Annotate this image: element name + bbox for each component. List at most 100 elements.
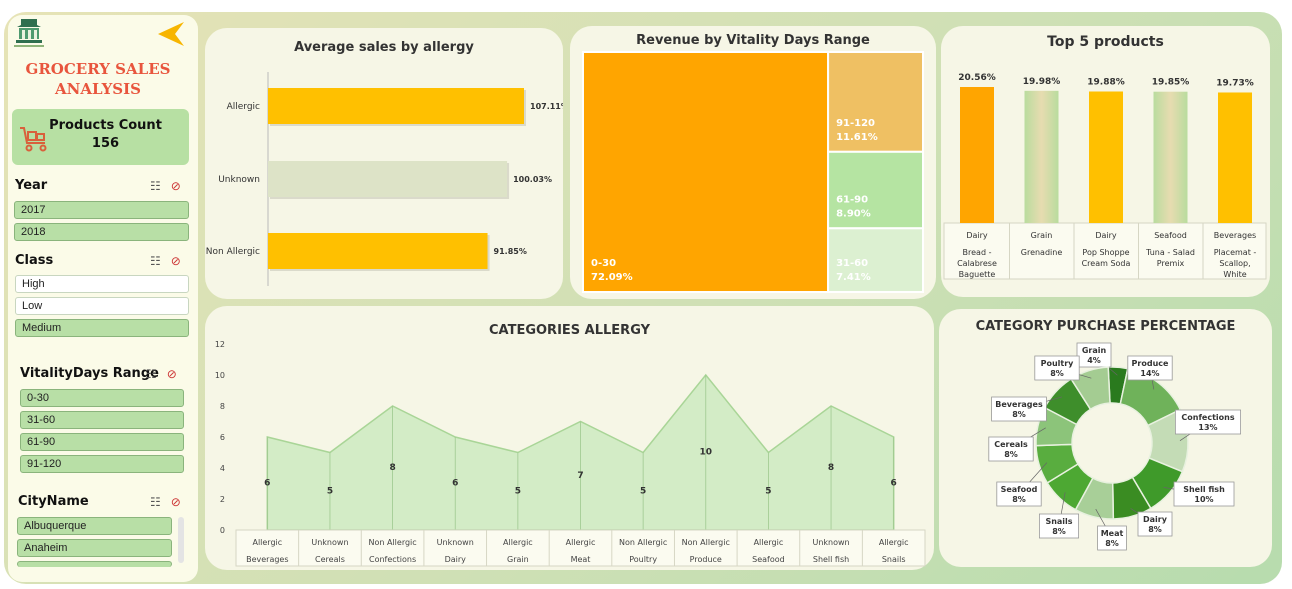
product-bar — [1024, 90, 1059, 223]
tile-label: 91-120 — [836, 118, 875, 129]
y-tick-label: 12 — [215, 340, 225, 349]
clear-filter-icon[interactable]: ⊘ — [170, 495, 191, 509]
y-tick-label: 4 — [220, 464, 225, 473]
slicer-item-city-anaheim[interactable]: Anaheim — [17, 539, 172, 557]
data-label: 6 — [452, 479, 458, 489]
x-main-label: Meat — [571, 555, 591, 564]
callout-box — [988, 436, 1034, 462]
multi-select-icon[interactable]: ☷ — [150, 495, 171, 509]
data-label: 5 — [765, 486, 771, 496]
x-main-label: Poultry — [629, 555, 657, 564]
vitality-slicer-label: VitalityDays Range — [20, 366, 159, 381]
slicer-item-class-low[interactable]: Low — [15, 297, 189, 315]
product-bar — [1153, 91, 1188, 223]
slicer-item-year-2018[interactable]: 2018 — [14, 223, 189, 241]
category-label: Non Allergic — [206, 247, 260, 257]
callout-box — [996, 481, 1042, 507]
slicer-item-class-high[interactable]: High — [15, 275, 189, 293]
slicer-item-class-medium[interactable]: Medium — [15, 319, 189, 337]
treemap-tile-0-30 — [582, 51, 830, 293]
year-slicer-icons: ☷⊘ — [150, 179, 191, 193]
slice-name: Snails — [1045, 517, 1072, 526]
data-label: 91.85% — [494, 247, 527, 256]
data-label: 6 — [264, 479, 270, 489]
cart-icon — [20, 127, 47, 152]
x-sub-label: Non Allergic — [619, 538, 667, 547]
clear-filter-icon[interactable]: ⊘ — [170, 254, 191, 268]
revenue-vitality-panel: Revenue by Vitality Days Range 0-30 72.09… — [570, 26, 936, 299]
x-main-label: Dairy — [445, 555, 467, 564]
x-sub-label: Allergic — [879, 538, 909, 547]
data-label: 7 — [577, 471, 583, 481]
slice-name: Cereals — [994, 440, 1028, 449]
tile-value: 11.61% — [836, 132, 878, 143]
slicer-item-city-partial[interactable] — [17, 561, 172, 567]
multi-select-icon[interactable]: ☷ — [150, 179, 171, 193]
multi-select-icon[interactable]: ☷ — [150, 254, 171, 268]
data-label: 8 — [389, 463, 395, 473]
callout-box — [1173, 481, 1235, 507]
slice-value: 8% — [1105, 539, 1119, 548]
slicer-item-city-albuquerque[interactable]: Albuquerque — [17, 517, 172, 535]
category-label: Scallop, — [1219, 259, 1250, 268]
chart-title: CATEGORIES ALLERGY — [489, 323, 650, 338]
slice-value: 14% — [1140, 369, 1159, 378]
callout-box — [991, 396, 1047, 422]
x-axis-table — [235, 529, 926, 567]
category-group: Seafood — [1154, 231, 1187, 240]
x-main-label: Seafood — [752, 555, 785, 564]
slicer-item-vitality-91-120[interactable]: 91-120 — [20, 455, 184, 473]
slicer-scrollbar[interactable] — [178, 517, 184, 563]
year-slicer-label: Year — [15, 178, 48, 193]
clear-filter-icon[interactable]: ⊘ — [166, 367, 187, 381]
data-label: 107.11% — [530, 102, 563, 111]
category-label: Baguette — [959, 270, 996, 279]
chart-title: CATEGORY PURCHASE PERCENTAGE — [975, 319, 1236, 334]
slice-value: 8% — [1148, 525, 1162, 534]
x-sub-label: Non Allergic — [682, 538, 730, 547]
category-group: Beverages — [1214, 231, 1256, 240]
slicer-item-vitality-61-90[interactable]: 61-90 — [20, 433, 184, 451]
data-label: 19.85% — [1152, 78, 1190, 88]
slicer-item-vitality-31-60[interactable]: 31-60 — [20, 411, 184, 429]
callout-box — [1034, 355, 1080, 381]
x-main-label: Shell fish — [813, 555, 849, 564]
data-label: 19.73% — [1216, 78, 1254, 88]
class-slicer-icons: ☷⊘ — [150, 254, 191, 268]
data-label: 19.98% — [1023, 77, 1061, 87]
dashboard-title: GROCERY SALES ANALYSIS — [8, 59, 188, 99]
y-tick-label: 0 — [220, 526, 225, 535]
slice-value: 13% — [1198, 423, 1217, 432]
sidebar: GROCERY SALES ANALYSIS Products Count 15… — [8, 15, 198, 582]
multi-select-icon[interactable]: ☷ — [146, 367, 167, 381]
arrow-left-icon[interactable] — [156, 19, 186, 49]
slice-name: Poultry — [1041, 359, 1075, 368]
slicer-item-vitality-0-30[interactable]: 0-30 — [20, 389, 184, 407]
bar-non-allergic — [268, 233, 488, 269]
clear-filter-icon[interactable]: ⊘ — [170, 179, 191, 193]
callout-box — [1076, 342, 1112, 368]
top-products-chart: 20.56% Dairy Bread - Calabrese Baguette 19.98… — [943, 73, 1267, 280]
data-label: 6 — [891, 479, 897, 489]
slice-name: Confections — [1181, 413, 1234, 422]
data-label: 100.03% — [513, 175, 552, 184]
categories-allergy-panel: CATEGORIES ALLERGY 0 2 4 6 8 10 12 6 5 8 6 5 7 5 10 5 8 6… — [205, 306, 934, 570]
building-logo-icon — [14, 19, 44, 47]
category-label: Calabrese — [957, 259, 997, 268]
y-tick-label: 8 — [220, 402, 225, 411]
x-main-label: Beverages — [246, 555, 288, 564]
avg-sales-chart: Allergic 107.11% Unknown 100.03% Non Allergi… — [206, 72, 563, 286]
callout-box — [1127, 355, 1173, 381]
x-sub-label: Allergic — [252, 538, 282, 547]
category-group: Grain — [1031, 231, 1053, 240]
slice-name: Seafood — [1001, 485, 1038, 494]
chart-title: Average sales by allergy — [294, 40, 474, 55]
treemap-tile-61-90 — [827, 150, 924, 230]
chart-title: Revenue by Vitality Days Range — [636, 33, 870, 48]
callout-box — [1039, 513, 1080, 539]
slicer-item-year-2017[interactable]: 2017 — [14, 201, 189, 219]
tile-label: 61-90 — [836, 194, 868, 205]
revenue-treemap: 0-30 72.09% 91-120 11.61% 61-90 8.90% 31-60 7.4… — [582, 51, 924, 293]
data-label: 5 — [515, 486, 521, 496]
